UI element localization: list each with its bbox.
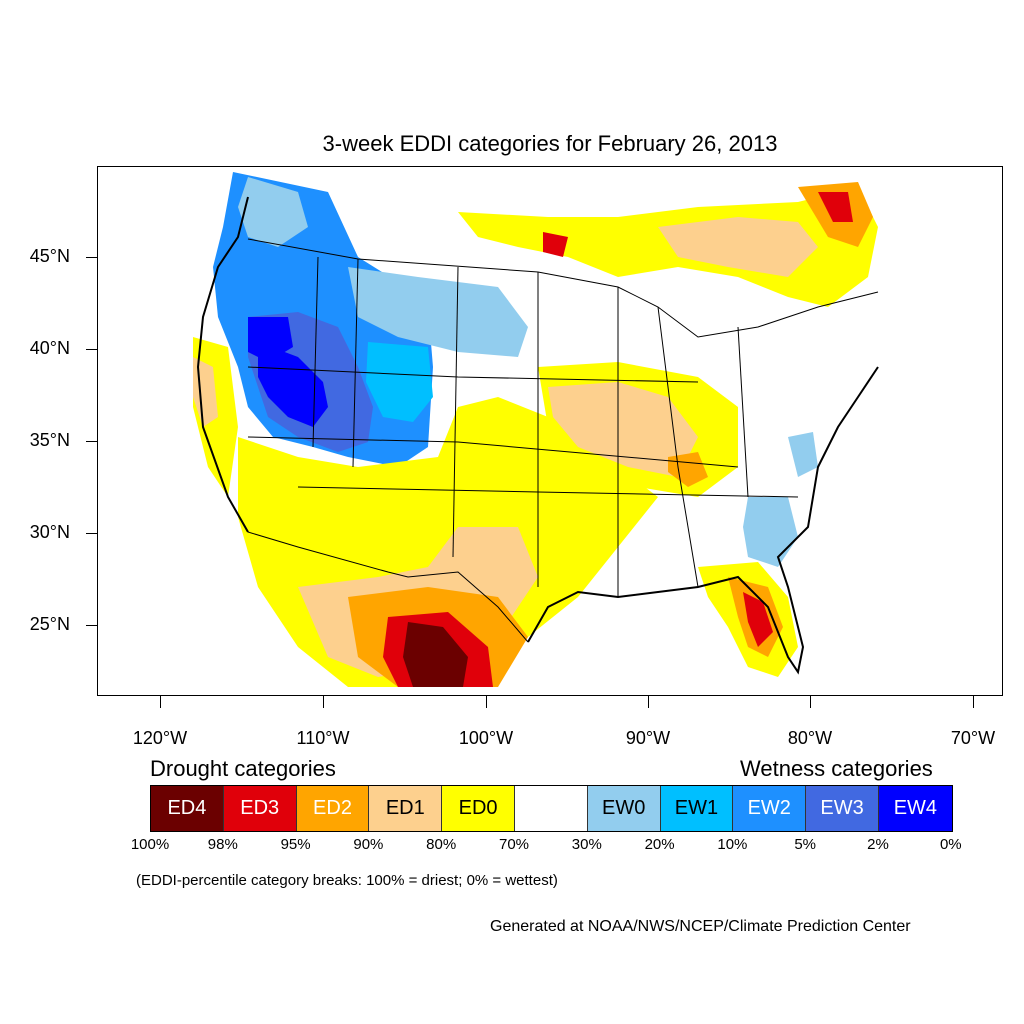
legend-box-ed3: ED3: [223, 786, 297, 831]
drought-regions: [193, 182, 878, 687]
percentile-label: 10%: [717, 836, 748, 853]
lat-tick: [86, 625, 97, 626]
lon-tick: [160, 696, 161, 708]
region-ew0-carolinas: [743, 497, 798, 567]
lat-label: 30°N: [29, 522, 70, 542]
percentile-label: 90%: [353, 836, 384, 853]
lon-label: 110°W: [296, 728, 350, 748]
legend-box-ed4: ED4: [151, 786, 224, 831]
lat-label: 45°N: [29, 246, 70, 266]
state-line-10: [737, 326, 749, 498]
map-panel: [97, 166, 1003, 696]
legend-box-ed2: ED2: [296, 786, 370, 831]
region-ed2-kentucky: [668, 452, 708, 487]
lon-label: 70°W: [950, 728, 996, 748]
lon-label: 80°W: [787, 728, 833, 748]
state-line-9: [657, 306, 699, 588]
percentile-label: 5%: [794, 836, 817, 853]
percentile-label: 98%: [207, 836, 238, 853]
category-note: (EDDI-percentile category breaks: 100% =…: [136, 872, 558, 889]
legend-box-neutral: [514, 786, 588, 831]
lat-tick: [86, 441, 97, 442]
lon-tick: [973, 696, 974, 708]
percentile-label: 100%: [130, 836, 170, 853]
region-ed3-florida: [743, 592, 773, 647]
lat-label: 35°N: [29, 430, 70, 450]
lat-tick: [86, 349, 97, 350]
lon-label: 90°W: [625, 728, 671, 748]
legend-box-ew0: EW0: [587, 786, 661, 831]
lon-label: 100°W: [458, 728, 514, 748]
region-ed1-midwest: [548, 382, 698, 477]
state-line-3: [452, 266, 459, 558]
region-ew1-colorado: [366, 342, 433, 422]
percentile-label: 80%: [426, 836, 457, 853]
percentile-label: 0%: [939, 836, 962, 853]
region-ed3-quebec: [818, 192, 853, 222]
legend-box-ew4: EW4: [878, 786, 952, 831]
percentile-label: 70%: [498, 836, 530, 853]
eddi-map: [193, 172, 879, 687]
region-ew0-virginia: [788, 432, 818, 477]
region-ew0-northwest: [238, 177, 308, 247]
state-line-1: [312, 256, 319, 448]
map-title: 3-week EDDI categories for February 26, …: [322, 131, 778, 156]
region-ed4-mexico: [403, 622, 468, 687]
lon-tick: [323, 696, 324, 708]
percentile-label: 2%: [867, 836, 889, 853]
lat-label: 25°N: [29, 614, 70, 634]
state-line-7: [247, 436, 739, 468]
legend-box-ew1: EW1: [660, 786, 734, 831]
region-ew0-plains: [348, 267, 528, 357]
drought-legend-heading: Drought categories: [150, 756, 336, 781]
region-ed1-ontario: [658, 217, 818, 277]
lon-tick: [648, 696, 649, 708]
region-ew4-utah: [258, 342, 328, 427]
lat-label: 40°N: [29, 338, 70, 358]
lon-label: 120°W: [132, 728, 188, 748]
percentile-label: 95%: [280, 836, 311, 853]
credit-line: Generated at NOAA/NWS/NCEP/Climate Predi…: [490, 918, 911, 935]
lat-tick: [86, 257, 97, 258]
us-mexico-border: [247, 531, 529, 643]
legend-box-ed0: ED0: [442, 786, 515, 831]
wetness-legend-heading: Wetness categories: [740, 756, 933, 781]
west-coast: [196, 196, 249, 533]
state-line-2: [352, 258, 359, 468]
percentile-label: 30%: [571, 836, 602, 853]
lon-tick: [810, 696, 811, 708]
lat-tick: [86, 533, 97, 534]
legend-box-ew3: EW3: [806, 786, 879, 831]
legend-box-ed1: ED1: [369, 786, 443, 831]
percentile-label: 20%: [644, 836, 675, 853]
state-line-8: [297, 486, 799, 498]
region-ew4-idaho: [248, 317, 293, 362]
lon-tick: [486, 696, 487, 708]
legend-box-ew2: EW2: [733, 786, 807, 831]
region-ed0-north: [458, 187, 878, 307]
wetness-regions: [213, 172, 818, 567]
boundary-lines: [196, 196, 879, 675]
gulf-coast: [527, 366, 879, 675]
category-legend: ED4 ED3 ED2 ED1 ED0 EW0 EW1 EW2 EW3 EW4: [150, 785, 953, 832]
state-line-6: [247, 366, 699, 383]
region-ed3-minnesota: [543, 232, 568, 257]
